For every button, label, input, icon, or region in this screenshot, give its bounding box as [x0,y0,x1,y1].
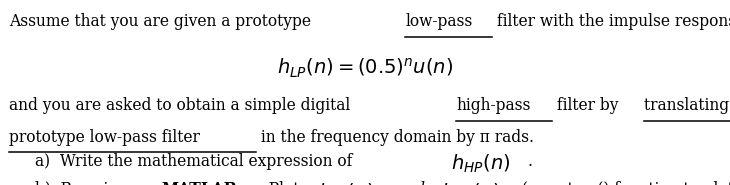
Text: $h_{HP}(n)$: $h_{HP}(n)$ [441,181,500,185]
Text: in the frequency domain by π rads.: in the frequency domain by π rads. [255,129,534,146]
Text: , Plot: , Plot [259,181,304,185]
Text: $h_{LP}(n) = (0.5)^n u(n)$: $h_{LP}(n) = (0.5)^n u(n)$ [277,56,453,80]
Text: Assume that you are given a prototype: Assume that you are given a prototype [9,13,316,30]
Text: $h_{LP}(n)$: $h_{LP}(n)$ [318,181,374,185]
Text: and: and [391,181,430,185]
Text: filter with the impulse response: filter with the impulse response [492,13,730,30]
Text: and you are asked to obtain a simple digital: and you are asked to obtain a simple dig… [9,97,356,114]
Text: filter by: filter by [552,97,623,114]
Text: translating this: translating this [644,97,730,114]
Text: low-pass: low-pass [405,13,473,30]
Text: high-pass: high-pass [456,97,531,114]
Text: $h_{HP}(n)$: $h_{HP}(n)$ [451,153,510,175]
Text: prototype low-pass filter: prototype low-pass filter [9,129,200,146]
Text: b)  By using: b) By using [35,181,133,185]
Text: (use stem() function to plot, use: (use stem() function to plot, use [518,181,730,185]
Text: a)  Write the mathematical expression of: a) Write the mathematical expression of [35,153,357,170]
Text: .: . [527,153,532,170]
Text: MATLAB: MATLAB [161,181,237,185]
